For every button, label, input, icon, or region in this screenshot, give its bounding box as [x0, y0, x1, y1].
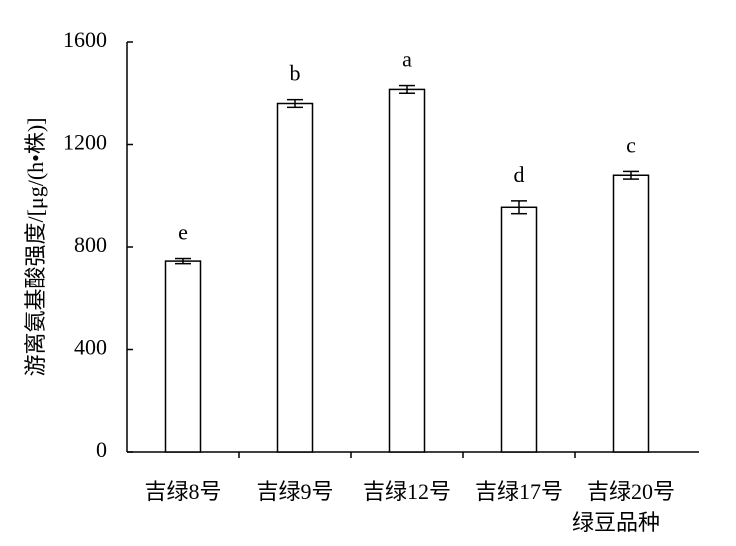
- y-tick-label: 0: [96, 437, 107, 462]
- error-bar: [623, 170, 639, 180]
- y-axis-label: 游离氨基酸强度/[μg/(h•株)]: [23, 117, 48, 376]
- x-tick-label: 吉绿8号: [144, 479, 221, 504]
- value-label: e: [178, 220, 188, 245]
- y-tick-label: 400: [74, 335, 107, 360]
- x-axis-label: 绿豆品种: [572, 510, 660, 535]
- value-label: a: [402, 47, 412, 72]
- y-tick-label: 800: [74, 232, 107, 257]
- x-tick-label: 吉绿9号: [256, 479, 333, 504]
- value-label: c: [626, 132, 636, 157]
- bar: [164, 260, 202, 453]
- bar: [276, 102, 314, 453]
- bar: [612, 174, 650, 453]
- value-label: b: [290, 61, 301, 86]
- y-tick-label: 1600: [63, 27, 107, 52]
- error-bar: [175, 257, 191, 265]
- x-tick-label: 吉绿12号: [363, 479, 451, 504]
- error-bar: [399, 84, 415, 94]
- error-bar: [287, 98, 303, 109]
- value-label: d: [514, 162, 525, 187]
- x-tick-label: 吉绿20号: [587, 479, 675, 504]
- error-bar: [511, 200, 527, 215]
- bar: [388, 88, 426, 453]
- y-tick-label: 1200: [63, 130, 107, 155]
- x-tick-label: 吉绿17号: [475, 479, 563, 504]
- bar: [500, 206, 538, 453]
